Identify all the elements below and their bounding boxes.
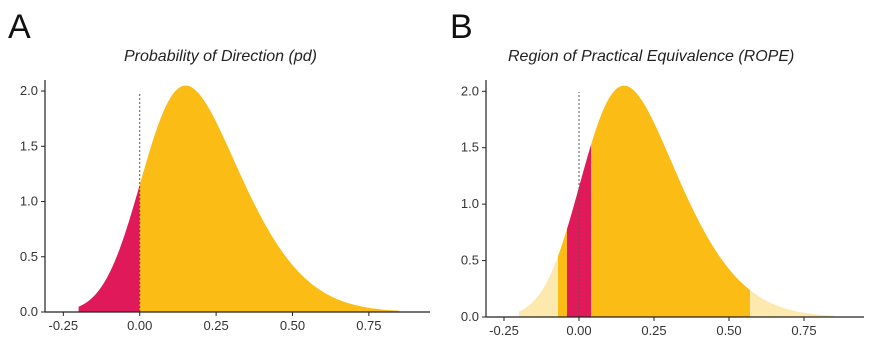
y-tick-label: 2.0 (20, 83, 38, 98)
panel-label-a: A (8, 8, 31, 46)
y-tick-label: 0.0 (461, 309, 479, 324)
density-region-negative (78, 184, 140, 312)
panel-label-b: B (450, 8, 473, 46)
x-tick-label: -0.25 (49, 318, 79, 333)
density-region-outside-interval-left (519, 256, 558, 317)
density-region-positive (139, 85, 400, 312)
density-region-interval-left (558, 229, 567, 317)
x-tick-label: -0.25 (489, 323, 519, 338)
chart-title-a: Probability of Direction (pd) (124, 48, 317, 65)
chart-panel-b: B Region of Practical Equivalence (ROPE)… (436, 0, 871, 340)
density-region-interval-right (591, 85, 750, 317)
x-tick-label: 0.25 (641, 323, 666, 338)
x-tick-label: 0.25 (203, 318, 228, 333)
x-tick-label: 0.00 (566, 323, 591, 338)
y-tick-label: 1.0 (461, 196, 479, 211)
chart-panel-a: A Probability of Direction (pd) 0.0 0.5 1.… (0, 0, 435, 340)
y-tick-label: 1.5 (461, 140, 479, 155)
x-tick-label: 0.50 (716, 323, 741, 338)
y-tick-label: 1.0 (20, 194, 38, 209)
density-plot-a: 0.0 0.5 1.0 1.5 2.0 -0.25 0.00 0.25 0.50 0.75 (20, 80, 430, 333)
y-tick-label: 2.0 (461, 83, 479, 98)
y-tick-label: 0.5 (20, 249, 38, 264)
x-tick-label: 0.00 (127, 318, 152, 333)
y-tick-label: 1.5 (20, 138, 38, 153)
x-tick-label: 0.75 (791, 323, 816, 338)
y-tick-label: 0.5 (461, 253, 479, 268)
y-tick-label: 0.0 (20, 304, 38, 319)
x-tick-label: 0.75 (356, 318, 381, 333)
density-region-rope (567, 144, 591, 317)
x-tick-label: 0.50 (280, 318, 305, 333)
density-plot-b: 0.0 0.5 1.0 1.5 2.0 -0.25 0.00 0.25 0.50 0.75 (461, 80, 864, 338)
chart-title-b: Region of Practical Equivalence (ROPE) (508, 48, 795, 65)
density-region-outside-interval-right (750, 290, 834, 317)
